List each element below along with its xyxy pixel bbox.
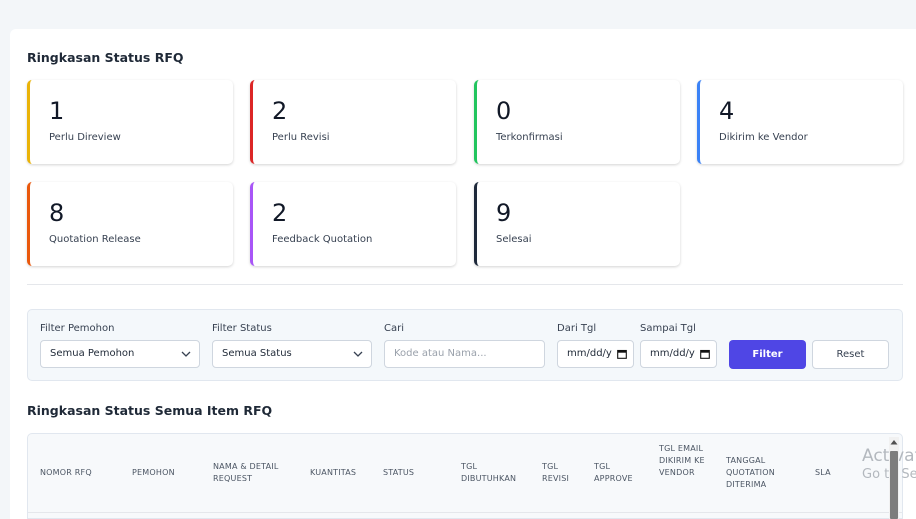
status-card-quotation-release[interactable]: 8 Quotation Release: [27, 182, 233, 266]
card-label: Selesai: [496, 234, 532, 245]
card-label: Feedback Quotation: [272, 234, 373, 245]
card-label: Dikirim ke Vendor: [719, 132, 808, 143]
dari-tgl-value: mm/dd/y: [567, 348, 612, 359]
card-label: Terkonfirmasi: [496, 132, 563, 143]
reset-button[interactable]: Reset: [812, 340, 889, 369]
card-value: 2: [272, 97, 288, 125]
filter-status-label: Filter Status: [212, 323, 272, 334]
status-card-perlu-revisi[interactable]: 2 Perlu Revisi: [250, 80, 456, 164]
summary-title: Ringkasan Status RFQ: [27, 50, 184, 65]
filter-pemohon-label: Filter Pemohon: [40, 323, 115, 334]
column-header[interactable]: PEMOHON: [132, 468, 175, 477]
header-divider: [28, 512, 902, 513]
sampai-tgl-label: Sampai Tgl: [640, 323, 696, 334]
column-header[interactable]: NOMOR RFQ: [40, 468, 92, 477]
column-header[interactable]: STATUS: [383, 468, 415, 477]
sampai-tgl-input[interactable]: mm/dd/y: [640, 340, 717, 368]
filter-pemohon-select[interactable]: Semua Pemohon: [40, 340, 200, 368]
status-card-terkonfirmasi[interactable]: 0 Terkonfirmasi: [474, 80, 680, 164]
filter-status-value: Semua Status: [222, 348, 292, 359]
card-value: 0: [496, 97, 512, 125]
column-header[interactable]: SLA: [815, 468, 831, 477]
items-title: Ringkasan Status Semua Item RFQ: [27, 403, 273, 418]
status-card-feedback-quotation[interactable]: 2 Feedback Quotation: [250, 182, 456, 266]
section-divider: [27, 284, 903, 285]
calendar-icon[interactable]: [700, 349, 710, 359]
column-header[interactable]: NAMA & DETAIL REQUEST: [213, 462, 279, 483]
calendar-icon[interactable]: [617, 349, 627, 359]
status-card-dikirim-ke-vendor[interactable]: 4 Dikirim ke Vendor: [697, 80, 903, 164]
column-header[interactable]: KUANTITAS: [310, 468, 357, 477]
card-label: Perlu Revisi: [272, 132, 330, 143]
chevron-down-icon: [181, 351, 191, 357]
card-label: Quotation Release: [49, 234, 141, 245]
status-card-selesai[interactable]: 9 Selesai: [474, 182, 680, 266]
column-header[interactable]: TGL DIBUTUHKAN: [461, 462, 517, 483]
filter-button[interactable]: Filter: [729, 340, 806, 369]
search-label: Cari: [384, 323, 404, 334]
card-value: 9: [496, 199, 512, 227]
table-scrollbar[interactable]: [889, 437, 899, 519]
card-value: 1: [49, 97, 65, 125]
filter-pemohon-value: Semua Pemohon: [50, 348, 135, 359]
scroll-up-arrow-icon[interactable]: [890, 439, 898, 445]
dari-tgl-label: Dari Tgl: [557, 323, 597, 334]
card-value: 4: [719, 97, 735, 125]
filter-status-select[interactable]: Semua Status: [212, 340, 372, 368]
column-header[interactable]: TGL REVISI: [542, 462, 570, 483]
items-table: NOMOR RFQ PEMOHON NAMA & DETAIL REQUEST …: [27, 433, 903, 519]
status-card-perlu-direview[interactable]: 1 Perlu Direview: [27, 80, 233, 164]
card-value: 8: [49, 199, 65, 227]
column-header[interactable]: TANGGAL QUOTATION DITERIMA: [726, 456, 775, 489]
sampai-tgl-value: mm/dd/y: [650, 348, 695, 359]
dari-tgl-input[interactable]: mm/dd/y: [557, 340, 634, 368]
scroll-thumb[interactable]: [890, 451, 898, 519]
chevron-down-icon: [353, 351, 363, 357]
column-header[interactable]: TGL APPROVE: [594, 462, 633, 483]
card-label: Perlu Direview: [49, 132, 121, 143]
search-placeholder: Kode atau Nama...: [394, 348, 487, 359]
column-header[interactable]: TGL EMAIL DIKIRIM KE VENDOR: [659, 444, 705, 477]
search-input[interactable]: Kode atau Nama...: [384, 340, 545, 368]
card-value: 2: [272, 199, 288, 227]
